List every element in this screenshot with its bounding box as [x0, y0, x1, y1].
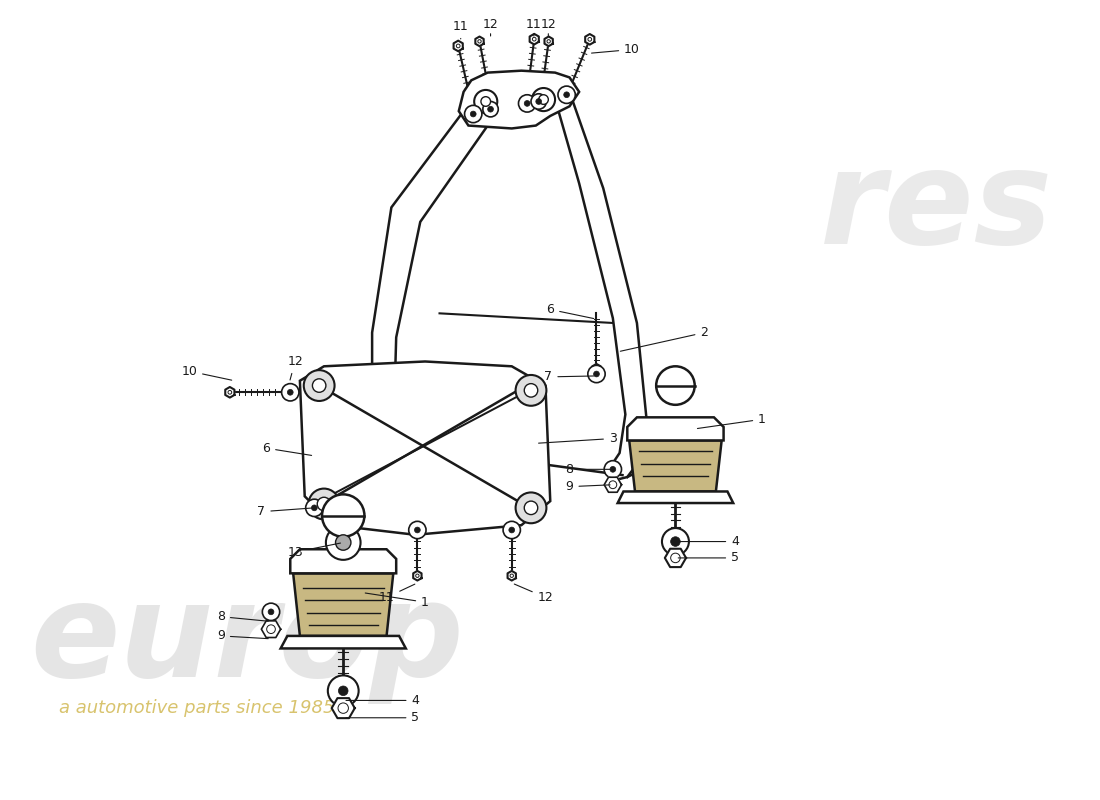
Circle shape: [509, 527, 515, 533]
Text: 11: 11: [378, 584, 415, 604]
Polygon shape: [664, 549, 686, 567]
Circle shape: [287, 390, 294, 395]
Circle shape: [525, 101, 530, 106]
Text: 5: 5: [679, 551, 739, 565]
Circle shape: [311, 505, 317, 510]
Polygon shape: [310, 498, 319, 509]
Circle shape: [594, 371, 600, 377]
Circle shape: [481, 97, 491, 106]
Text: 13: 13: [287, 543, 341, 558]
Circle shape: [671, 537, 680, 546]
Circle shape: [268, 609, 274, 614]
Circle shape: [409, 522, 426, 538]
Polygon shape: [475, 37, 484, 46]
Circle shape: [483, 102, 498, 117]
Text: 9: 9: [565, 480, 610, 493]
Polygon shape: [280, 636, 406, 649]
Circle shape: [487, 106, 494, 112]
Circle shape: [322, 494, 364, 537]
Circle shape: [282, 384, 299, 401]
Text: 11: 11: [453, 20, 469, 39]
Text: a automotive parts since 1985: a automotive parts since 1985: [59, 699, 334, 717]
Circle shape: [539, 94, 548, 104]
Circle shape: [531, 94, 547, 109]
Polygon shape: [529, 34, 539, 45]
Circle shape: [339, 686, 348, 696]
Text: 3: 3: [539, 432, 617, 445]
Circle shape: [518, 94, 536, 112]
Polygon shape: [459, 70, 579, 129]
Circle shape: [336, 535, 351, 550]
Circle shape: [464, 106, 482, 122]
Circle shape: [262, 603, 279, 621]
Circle shape: [610, 466, 616, 472]
Text: 4: 4: [346, 694, 419, 707]
Circle shape: [525, 384, 538, 397]
Polygon shape: [226, 387, 234, 398]
Circle shape: [657, 366, 695, 405]
Polygon shape: [604, 478, 622, 492]
Text: res: res: [820, 144, 1053, 271]
Text: 12: 12: [287, 355, 303, 380]
Polygon shape: [618, 491, 734, 503]
Text: 6: 6: [547, 303, 594, 318]
Text: 2: 2: [620, 326, 708, 351]
Text: 6: 6: [262, 442, 311, 455]
Text: 12: 12: [540, 18, 557, 36]
Circle shape: [532, 88, 556, 111]
Circle shape: [563, 92, 570, 98]
Circle shape: [306, 499, 323, 517]
Text: 10: 10: [592, 43, 640, 56]
Text: 1: 1: [697, 413, 766, 429]
Circle shape: [516, 493, 547, 523]
Polygon shape: [414, 571, 421, 581]
Text: europ: europ: [31, 578, 464, 704]
Polygon shape: [544, 37, 553, 46]
Circle shape: [317, 498, 331, 510]
Circle shape: [326, 525, 361, 560]
Polygon shape: [592, 364, 601, 374]
Text: 12: 12: [515, 584, 553, 604]
Circle shape: [525, 501, 538, 514]
Polygon shape: [453, 41, 463, 51]
Polygon shape: [585, 34, 594, 45]
Circle shape: [503, 522, 520, 538]
Text: 10: 10: [182, 365, 232, 380]
Circle shape: [312, 379, 326, 392]
Polygon shape: [627, 418, 724, 441]
Circle shape: [604, 461, 622, 478]
Polygon shape: [300, 362, 550, 535]
Circle shape: [304, 370, 334, 401]
Circle shape: [558, 86, 575, 103]
Text: 4: 4: [679, 535, 739, 548]
Text: 5: 5: [346, 711, 419, 724]
Text: 9: 9: [217, 630, 268, 642]
Polygon shape: [262, 621, 280, 638]
Circle shape: [662, 528, 689, 555]
Circle shape: [587, 366, 605, 382]
Text: 8: 8: [565, 463, 610, 476]
Text: 12: 12: [483, 18, 498, 36]
Polygon shape: [290, 550, 396, 574]
Text: 1: 1: [365, 593, 429, 609]
Circle shape: [328, 675, 359, 706]
Polygon shape: [294, 574, 394, 636]
Text: 7: 7: [544, 370, 594, 383]
Circle shape: [415, 527, 420, 533]
Polygon shape: [507, 571, 516, 581]
Circle shape: [471, 111, 476, 117]
Circle shape: [309, 489, 340, 519]
Text: 8: 8: [217, 610, 268, 623]
Circle shape: [516, 375, 547, 406]
Polygon shape: [332, 698, 355, 718]
Polygon shape: [629, 441, 722, 491]
Text: 11: 11: [526, 18, 542, 36]
Text: 7: 7: [257, 505, 311, 518]
Circle shape: [474, 90, 497, 113]
Circle shape: [536, 98, 541, 104]
